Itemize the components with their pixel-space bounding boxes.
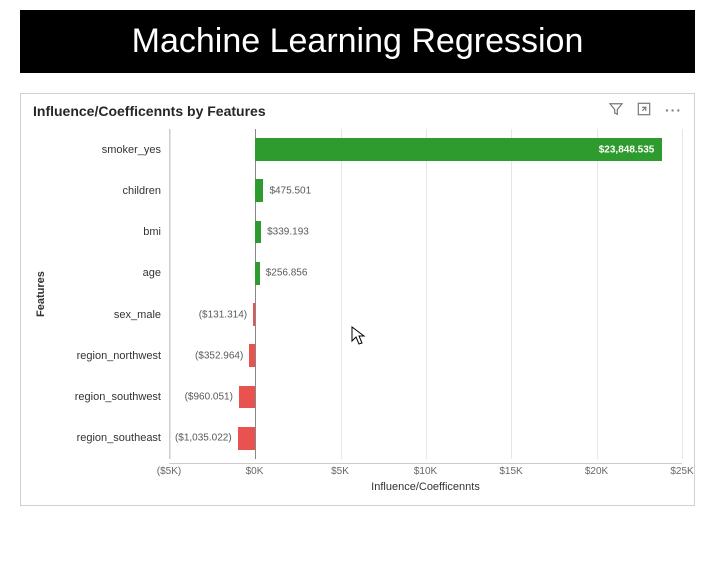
bar-data-label: $23,848.535 bbox=[599, 144, 663, 155]
focus-mode-icon[interactable] bbox=[637, 102, 651, 119]
x-tick-label: $25K bbox=[670, 466, 693, 477]
bars-region: $23,848.535 $475.501 $339.193 $256.856 ($131… bbox=[169, 129, 682, 459]
bar-data-label: $256.856 bbox=[260, 268, 308, 279]
y-category-label: region_southwest bbox=[49, 377, 169, 418]
chart-toolbar: ··· bbox=[609, 102, 682, 119]
bar-data-label: $475.501 bbox=[263, 185, 311, 196]
bar[interactable] bbox=[239, 386, 255, 409]
y-axis-label: Features bbox=[33, 129, 49, 459]
bar-row: ($1,035.022) bbox=[170, 418, 682, 459]
bar[interactable] bbox=[253, 303, 255, 326]
y-category-label: bmi bbox=[49, 212, 169, 253]
y-category-label: sex_male bbox=[49, 294, 169, 335]
x-tick-label: $10K bbox=[414, 466, 437, 477]
y-axis-categories: smoker_yeschildrenbmiagesex_maleregion_n… bbox=[49, 129, 169, 459]
chart-title: Influence/Coefficennts by Features bbox=[33, 103, 266, 119]
bar-row: $339.193 bbox=[170, 212, 682, 253]
x-tick-label: ($5K) bbox=[157, 466, 181, 477]
bar-data-label: ($131.314) bbox=[199, 309, 253, 320]
bar-row: ($352.964) bbox=[170, 335, 682, 376]
bar[interactable] bbox=[255, 179, 263, 202]
x-tick-label: $5K bbox=[331, 466, 349, 477]
x-axis-label: Influence/Coefficennts bbox=[33, 481, 682, 493]
chart-container: Influence/Coefficennts by Features ··· F… bbox=[20, 93, 695, 506]
bar-row: ($960.051) bbox=[170, 377, 682, 418]
bar-data-label: $339.193 bbox=[261, 227, 309, 238]
chart-header: Influence/Coefficennts by Features ··· bbox=[33, 102, 682, 119]
x-axis: ($5K)$0K$5K$10K$15K$20K$25K bbox=[33, 463, 682, 479]
bar-row: ($131.314) bbox=[170, 294, 682, 335]
page-title: Machine Learning Regression bbox=[20, 10, 695, 73]
gridline bbox=[682, 129, 683, 459]
bar-row: $256.856 bbox=[170, 253, 682, 294]
x-tick-label: $15K bbox=[499, 466, 522, 477]
bar-data-label: ($960.051) bbox=[185, 392, 239, 403]
bar[interactable] bbox=[249, 344, 255, 367]
bar-data-label: ($1,035.022) bbox=[175, 433, 238, 444]
bar[interactable] bbox=[238, 427, 256, 450]
y-category-label: region_southeast bbox=[49, 418, 169, 459]
y-category-label: children bbox=[49, 170, 169, 211]
x-axis-ticks: ($5K)$0K$5K$10K$15K$20K$25K bbox=[169, 463, 682, 479]
bar-data-label: ($352.964) bbox=[195, 350, 249, 361]
bar-row: $475.501 bbox=[170, 170, 682, 211]
x-tick-label: $20K bbox=[585, 466, 608, 477]
x-tick-label: $0K bbox=[246, 466, 264, 477]
more-options-icon[interactable]: ··· bbox=[665, 102, 682, 119]
filter-icon[interactable] bbox=[609, 102, 623, 119]
y-category-label: age bbox=[49, 253, 169, 294]
bar-row: $23,848.535 bbox=[170, 129, 682, 170]
plot-area: Features smoker_yeschildrenbmiagesex_mal… bbox=[33, 129, 682, 459]
y-category-label: region_northwest bbox=[49, 335, 169, 376]
y-category-label: smoker_yes bbox=[49, 129, 169, 170]
